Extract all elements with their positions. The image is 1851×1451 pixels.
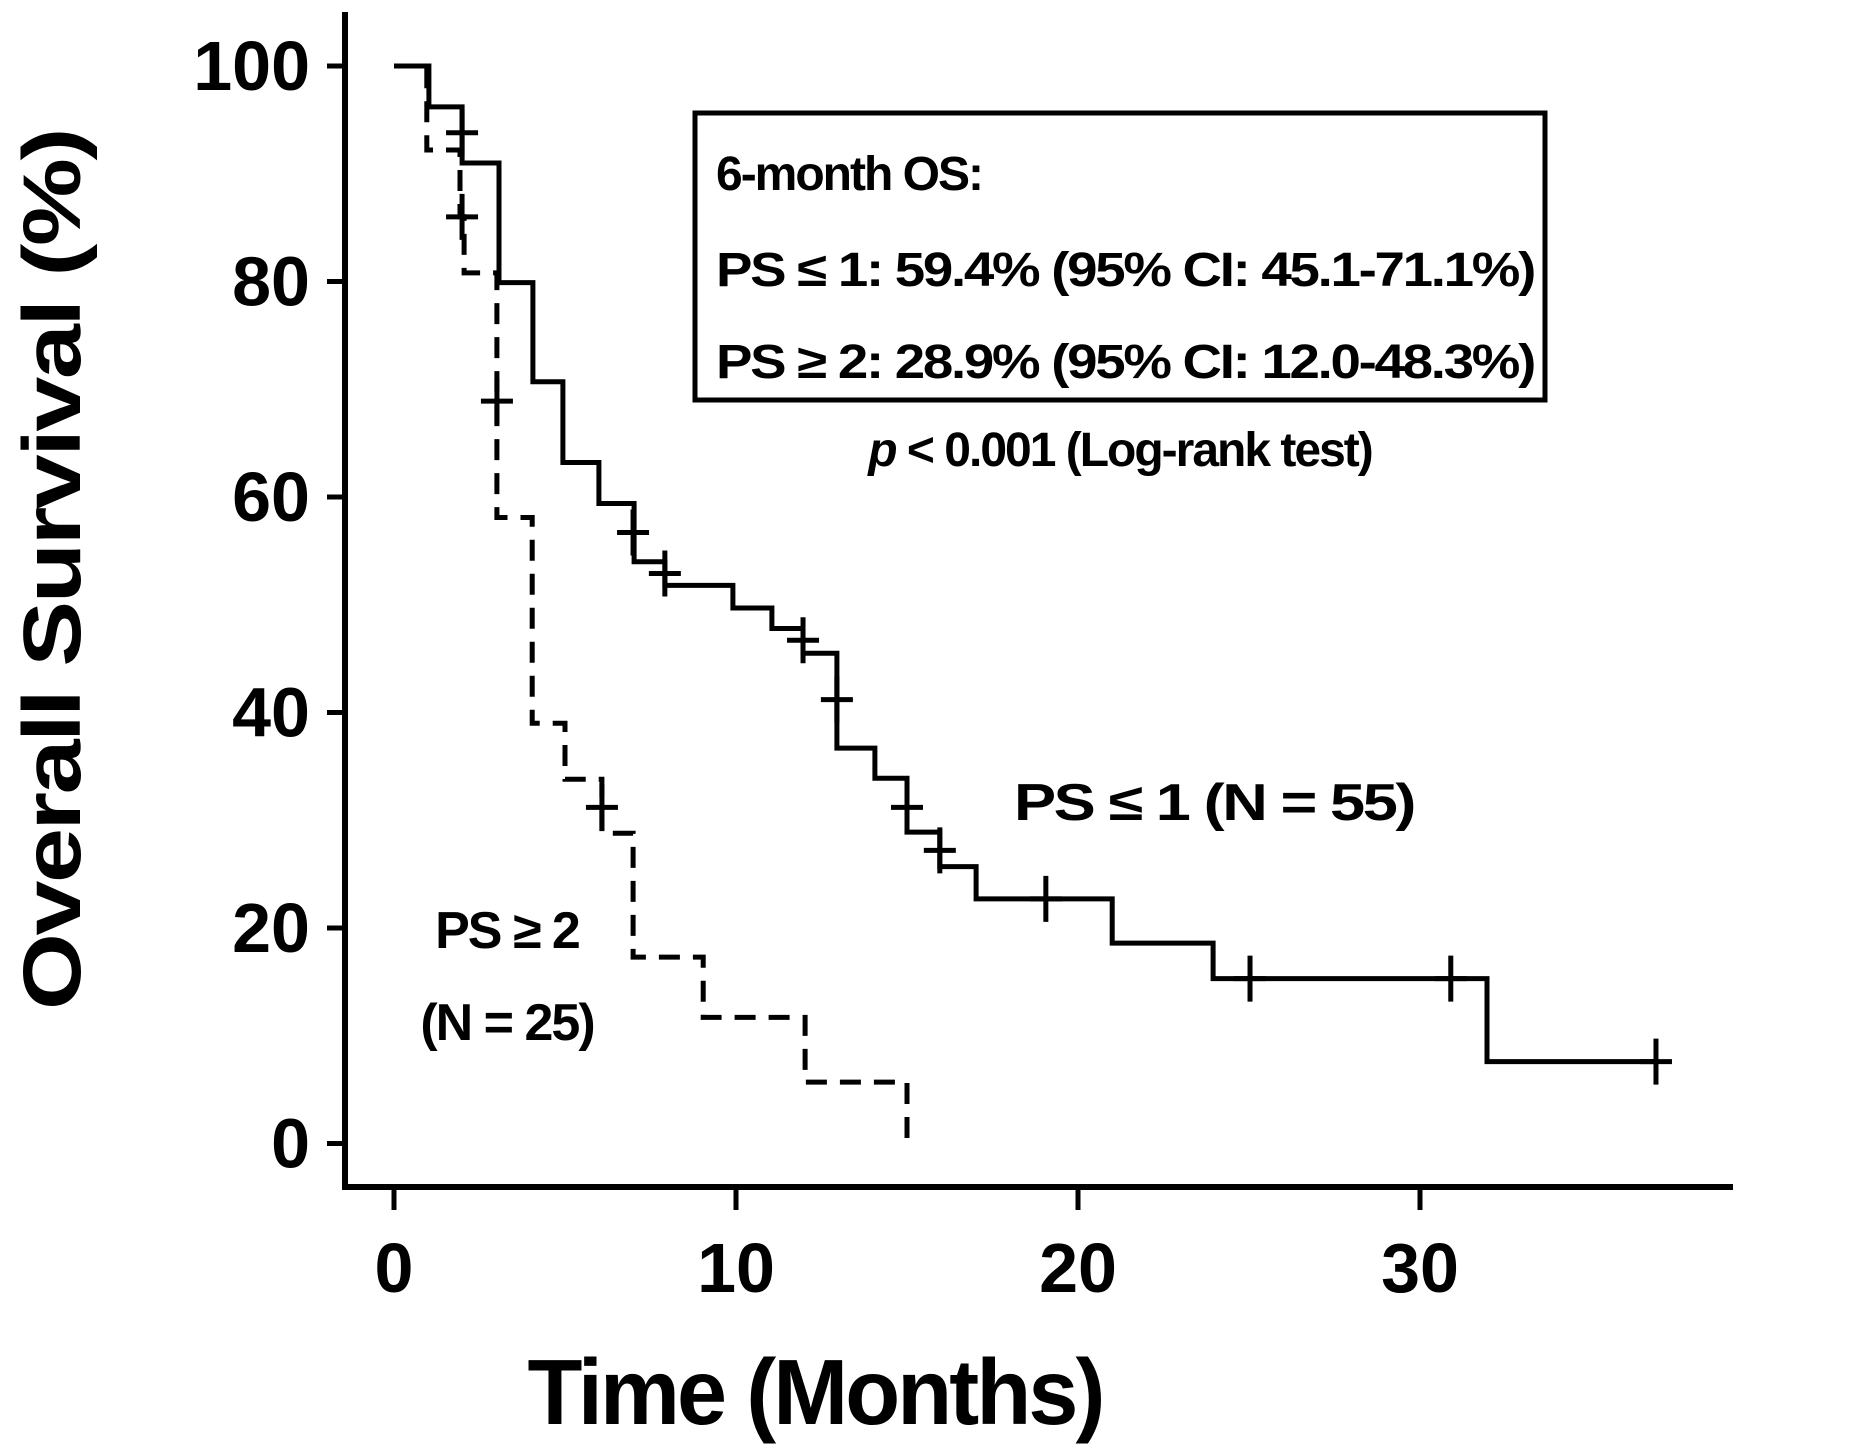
x-tick-label: 0 [375, 1229, 414, 1307]
axes: 100 80 60 40 20 00 10 20 30 [193, 12, 1733, 1307]
x-axis-title: Time (Months) [528, 1340, 1103, 1444]
annotation-box [692, 110, 1548, 403]
annotation-line-title: 6-month OS: [716, 148, 982, 201]
x-tick-label: 10 [697, 1229, 775, 1307]
label-ps-ge-2-line2: (N = 25) [420, 994, 593, 1052]
y-tick-label: 20 [232, 889, 310, 967]
survival-curve-ps-ge-2 [394, 63, 910, 1144]
survival-curve-ps-le-1 [394, 63, 1656, 1065]
p-value-note: p < 0.001 (Log-rank test) [866, 424, 1372, 477]
censor-marks [446, 109, 1672, 1085]
y-tick-label: 100 [193, 27, 310, 105]
label-ps-le-1: PS ≤ 1 (N = 55) [1014, 774, 1414, 832]
x-tick-label: 20 [1039, 1229, 1117, 1307]
y-axis-title: Overall Survival (%) [7, 130, 98, 1010]
y-tick-label: 60 [232, 458, 310, 536]
censor-marks-ps-ge-2 [446, 193, 618, 831]
survival-curves [394, 63, 1656, 1144]
p-symbol: p [866, 424, 896, 477]
y-tick-label: 80 [232, 243, 310, 321]
label-ps-ge-2-line1: PS ≥ 2 [435, 902, 579, 960]
x-tick-label: 30 [1381, 1229, 1459, 1307]
y-tick-label: 0 [271, 1105, 310, 1183]
annotation-line-ps-ge-2: PS ≥ 2: 28.9% (95% CI: 12.0-48.3%) [716, 336, 1534, 389]
p-value-text: < 0.001 (Log-rank test) [896, 424, 1372, 477]
y-tick-label: 40 [232, 674, 310, 752]
censor-marks-ps-le-1 [446, 109, 1672, 1085]
annotation-line-ps-le-1: PS ≤ 1: 59.4% (95% CI: 45.1-71.1%) [716, 244, 1534, 297]
